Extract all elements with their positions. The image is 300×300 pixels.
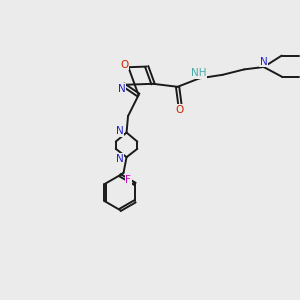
Text: F: F — [125, 175, 131, 185]
Text: N: N — [116, 126, 124, 136]
Text: N: N — [116, 154, 124, 164]
Text: N: N — [260, 57, 268, 67]
Text: N: N — [118, 84, 126, 94]
Text: NH: NH — [191, 68, 207, 78]
Text: O: O — [176, 105, 184, 115]
Text: O: O — [120, 60, 129, 70]
